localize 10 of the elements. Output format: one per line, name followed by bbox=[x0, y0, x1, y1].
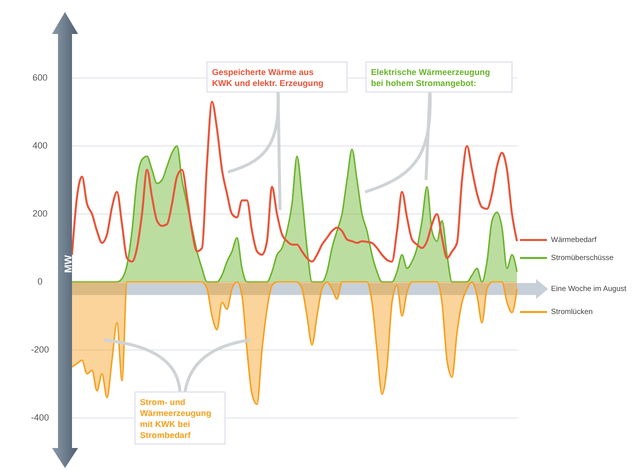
annotation: Gespeicherte Wärme aus KWK und elektr. Erzeugung bbox=[212, 67, 324, 88]
y-tick-label: -200 bbox=[30, 344, 50, 354]
annotation: Strom- und Wärmeerzeugung mit KWK bei Strombedarf bbox=[140, 397, 212, 440]
y-tick-label: 400 bbox=[32, 140, 48, 150]
y-tick-label: 0 bbox=[37, 276, 43, 286]
y-tick-label: -400 bbox=[30, 412, 50, 422]
y-tick-label: 200 bbox=[32, 208, 48, 218]
y-axis-title: MW bbox=[64, 254, 75, 273]
annotation: Elektrische Wärmeerzeugung bei hohem Stromangebot: bbox=[371, 67, 490, 88]
y-tick-label: 600 bbox=[32, 72, 48, 82]
